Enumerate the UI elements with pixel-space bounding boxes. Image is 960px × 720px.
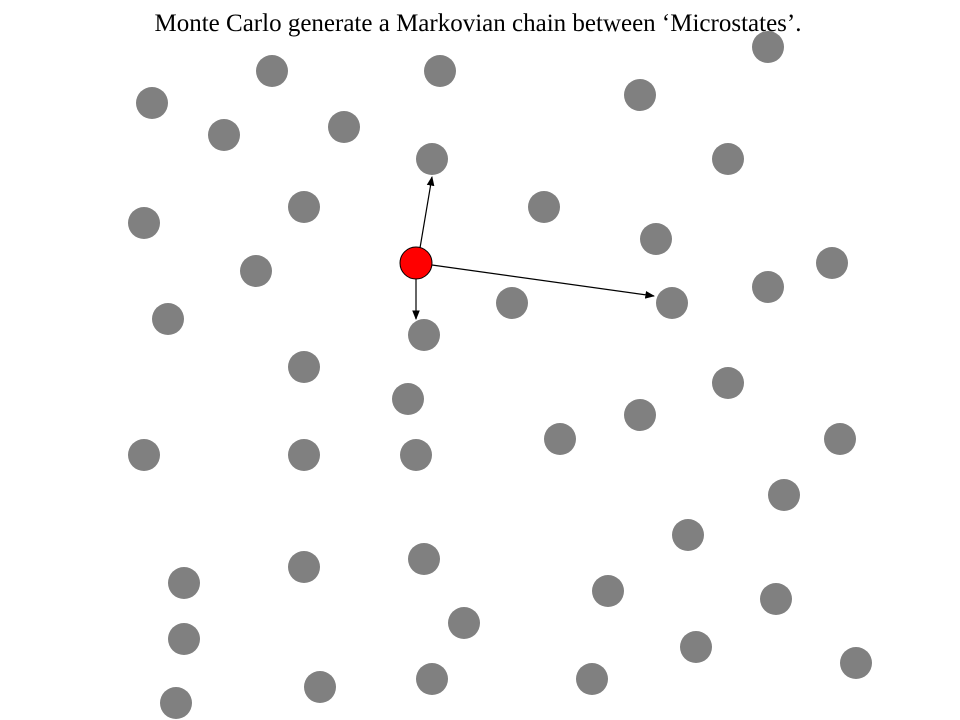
title: Monte Carlo generate a Markovian chain b…: [155, 10, 802, 37]
microstate: [408, 543, 440, 575]
microstate: [752, 271, 784, 303]
transitions: [412, 176, 655, 320]
microstate: [288, 191, 320, 223]
microstate: [128, 439, 160, 471]
microstate: [240, 255, 272, 287]
microstate: [328, 111, 360, 143]
microstate: [624, 79, 656, 111]
microstate: [712, 367, 744, 399]
microstates: [128, 31, 872, 719]
arrow: [431, 264, 655, 299]
microstate: [168, 623, 200, 655]
microstate: [152, 303, 184, 335]
microstate: [840, 647, 872, 679]
microstate: [136, 87, 168, 119]
microstate: [288, 439, 320, 471]
arrow: [419, 176, 435, 249]
microstate: [168, 567, 200, 599]
microstate: [576, 663, 608, 695]
microstate: [256, 55, 288, 87]
microstate: [448, 607, 480, 639]
microstate: [656, 287, 688, 319]
microstate: [208, 119, 240, 151]
microstate: [592, 575, 624, 607]
microstate: [672, 519, 704, 551]
current-microstate: [399, 246, 433, 280]
microstate: [824, 423, 856, 455]
microstate: [768, 479, 800, 511]
microstate: [392, 383, 424, 415]
microstate: [680, 631, 712, 663]
microstate: [416, 663, 448, 695]
microstate: [424, 55, 456, 87]
microstate: [640, 223, 672, 255]
microstate: [528, 191, 560, 223]
microstate: [400, 439, 432, 471]
microstate: [416, 143, 448, 175]
microstate: [288, 351, 320, 383]
microstate: [288, 551, 320, 583]
microstate: [816, 247, 848, 279]
microstate: [760, 583, 792, 615]
microstate: [304, 671, 336, 703]
microstate: [160, 687, 192, 719]
microstate: [712, 143, 744, 175]
microstate: [496, 287, 528, 319]
microstate: [128, 207, 160, 239]
microstate: [752, 31, 784, 63]
microstate: [408, 319, 440, 351]
microstate: [624, 399, 656, 431]
microstate: [544, 423, 576, 455]
